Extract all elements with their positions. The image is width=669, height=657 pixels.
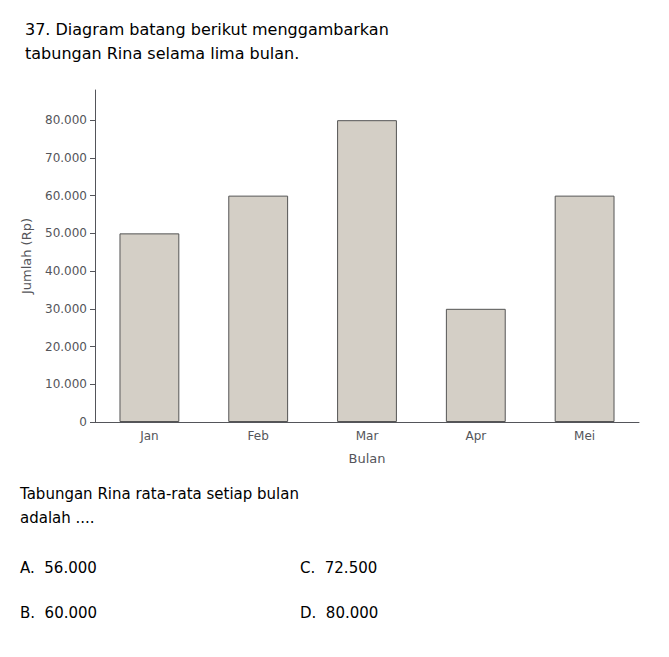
svg-text:70.000: 70.000 [45, 151, 87, 165]
svg-text:Tabungan Rina rata-rata setiap: Tabungan Rina rata-rata setiap bulan [19, 485, 299, 503]
svg-text:10.000: 10.000 [45, 377, 87, 391]
svg-text:60.000: 60.000 [45, 189, 87, 203]
svg-text:Jan: Jan [139, 429, 159, 443]
svg-text:0: 0 [79, 415, 87, 429]
svg-text:80.000: 80.000 [45, 113, 87, 127]
svg-text:Mar: Mar [356, 429, 379, 443]
svg-text:Jumlah (Rp): Jumlah (Rp) [19, 218, 34, 295]
svg-text:30.000: 30.000 [45, 302, 87, 316]
svg-text:A. 56.000: A. 56.000 [20, 559, 97, 577]
svg-text:adalah ....: adalah .... [20, 509, 95, 527]
svg-text:Apr: Apr [465, 429, 486, 443]
svg-text:C. 72.500: C. 72.500 [300, 559, 377, 577]
svg-text:D. 80.000: D. 80.000 [300, 604, 378, 622]
svg-text:40.000: 40.000 [45, 264, 87, 278]
svg-text:Mei: Mei [574, 429, 595, 443]
svg-text:20.000: 20.000 [45, 340, 87, 354]
svg-text:Feb: Feb [248, 429, 269, 443]
svg-text:Bulan: Bulan [349, 451, 386, 466]
svg-text:B. 60.000: B. 60.000 [20, 604, 97, 622]
svg-text:37. Diagram batang berikut men: 37. Diagram batang berikut menggambarkan [25, 20, 389, 39]
svg-text:tabungan Rina selama lima bula: tabungan Rina selama lima bulan. [25, 44, 299, 63]
svg-text:50.000: 50.000 [45, 226, 87, 240]
